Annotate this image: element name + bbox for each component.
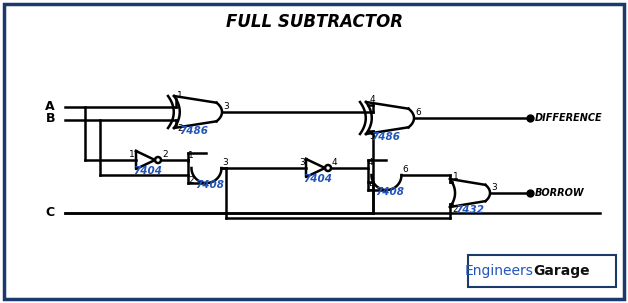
Text: 2: 2 [177,124,183,133]
Text: 2: 2 [162,150,168,159]
Text: 6: 6 [415,108,421,117]
Text: 5: 5 [368,183,374,192]
Text: 1: 1 [129,150,135,159]
Text: 4: 4 [368,158,374,167]
Text: 3: 3 [223,102,229,111]
Text: 1: 1 [188,151,194,160]
Text: 3: 3 [222,158,228,167]
Text: 7486: 7486 [372,132,401,142]
Text: 7408: 7408 [195,180,224,190]
Text: 1: 1 [177,91,183,100]
Text: 7486: 7486 [180,126,208,136]
Text: C: C [46,205,55,218]
Text: A: A [45,99,55,112]
Text: FULL SUBTRACTOR: FULL SUBTRACTOR [225,13,403,31]
Text: 6: 6 [403,165,408,174]
Text: 7408: 7408 [376,187,404,197]
Text: 7404: 7404 [134,166,163,176]
Text: DIFFERENCE: DIFFERENCE [535,113,603,123]
Text: 5: 5 [369,132,375,141]
Bar [468,255,616,287]
Text: 7432: 7432 [455,205,484,215]
Text: 3: 3 [491,183,497,192]
Text: B: B [45,112,55,125]
Text: Garage: Garage [533,264,590,278]
Text: Engineers: Engineers [464,264,533,278]
Text: 4: 4 [369,95,375,104]
Text: 1: 1 [453,172,458,181]
Text: BORROW: BORROW [535,188,585,198]
Text: 3: 3 [300,158,305,167]
Text: 2: 2 [188,176,193,185]
Text: 7404: 7404 [303,174,332,184]
Text: 4: 4 [332,158,338,167]
Text: 2: 2 [453,205,458,214]
